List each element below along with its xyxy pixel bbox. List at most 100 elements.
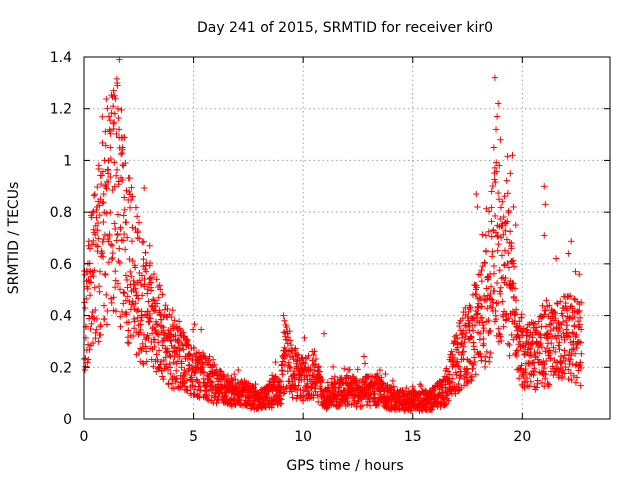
- data-point: [99, 113, 106, 121]
- data-point: [477, 295, 484, 303]
- data-point: [485, 208, 493, 215]
- data-point: [111, 284, 119, 291]
- data-point: [171, 343, 179, 351]
- data-point: [499, 198, 506, 205]
- data-point: [471, 346, 478, 353]
- data-point: [471, 358, 478, 366]
- data-point: [111, 183, 118, 190]
- data-point: [133, 307, 141, 315]
- data-point: [170, 359, 177, 366]
- data-point: [90, 237, 97, 245]
- data-point: [86, 292, 94, 299]
- data-point: [270, 400, 277, 408]
- data-point: [336, 384, 343, 391]
- data-point: [176, 353, 183, 360]
- data-point: [287, 364, 294, 372]
- data-point: [99, 139, 106, 147]
- data-point: [469, 365, 476, 372]
- y-tick-label: 0: [63, 412, 72, 428]
- data-point: [291, 374, 299, 381]
- data-point: [140, 360, 147, 368]
- data-point: [127, 268, 134, 276]
- data-point: [500, 262, 508, 269]
- data-point: [295, 382, 302, 389]
- data-point: [500, 323, 507, 330]
- data-point: [112, 267, 119, 275]
- data-point: [460, 343, 467, 350]
- data-point: [135, 295, 142, 302]
- data-point: [151, 336, 159, 343]
- data-point: [481, 259, 489, 267]
- data-point: [96, 268, 104, 275]
- data-point: [415, 390, 422, 398]
- data-point: [372, 380, 379, 387]
- data-point: [154, 330, 161, 338]
- data-point: [486, 354, 493, 361]
- data-point: [474, 310, 482, 317]
- data-point: [494, 299, 502, 307]
- data-point: [110, 294, 117, 301]
- data-point: [286, 363, 293, 371]
- data-point: [117, 150, 125, 158]
- data-point: [115, 114, 122, 122]
- data-point: [194, 357, 202, 364]
- data-point: [182, 370, 189, 378]
- data-point: [500, 213, 507, 221]
- data-point: [512, 297, 520, 304]
- data-point: [120, 289, 127, 296]
- data-point: [492, 212, 499, 220]
- data-point: [541, 232, 548, 239]
- data-point: [112, 95, 119, 103]
- data-point: [310, 361, 318, 368]
- data-point: [389, 377, 397, 385]
- data-point: [89, 314, 97, 322]
- data-point: [271, 378, 278, 385]
- data-point: [111, 159, 118, 166]
- data-point: [510, 280, 517, 287]
- data-point: [145, 298, 152, 305]
- data-point: [497, 136, 504, 143]
- data-point: [378, 374, 385, 381]
- data-point: [117, 323, 124, 330]
- data-point: [137, 326, 144, 334]
- data-point: [509, 257, 517, 264]
- data-point: [493, 300, 500, 307]
- data-point: [515, 375, 523, 382]
- data-point: [131, 318, 138, 325]
- data-point: [138, 292, 146, 299]
- data-point: [332, 396, 340, 404]
- data-point: [513, 352, 521, 360]
- data-point: [366, 395, 373, 402]
- data-point: [578, 350, 585, 357]
- data-point: [366, 402, 374, 409]
- data-point: [123, 311, 130, 318]
- data-point: [552, 255, 560, 262]
- data-point: [205, 396, 212, 404]
- data-point: [486, 295, 493, 302]
- data-point: [155, 331, 163, 338]
- data-point: [101, 270, 109, 278]
- data-point: [454, 341, 462, 348]
- data-point: [132, 300, 139, 307]
- data-point: [91, 267, 98, 274]
- data-point: [497, 204, 505, 211]
- data-point: [159, 337, 167, 345]
- data-point: [512, 306, 520, 313]
- data-point: [105, 259, 113, 266]
- data-point: [206, 353, 213, 360]
- data-point: [281, 317, 288, 324]
- data-point: [289, 394, 296, 401]
- data-point: [191, 321, 198, 328]
- data-point: [147, 315, 154, 322]
- data-point: [200, 369, 208, 376]
- data-point: [142, 336, 149, 343]
- data-point: [506, 341, 513, 349]
- data-point: [98, 250, 106, 257]
- data-point: [148, 274, 156, 281]
- data-point: [320, 330, 328, 337]
- data-point: [125, 339, 133, 347]
- data-point: [154, 365, 162, 372]
- data-point: [190, 344, 198, 352]
- data-point: [116, 259, 124, 267]
- data-point: [99, 253, 107, 261]
